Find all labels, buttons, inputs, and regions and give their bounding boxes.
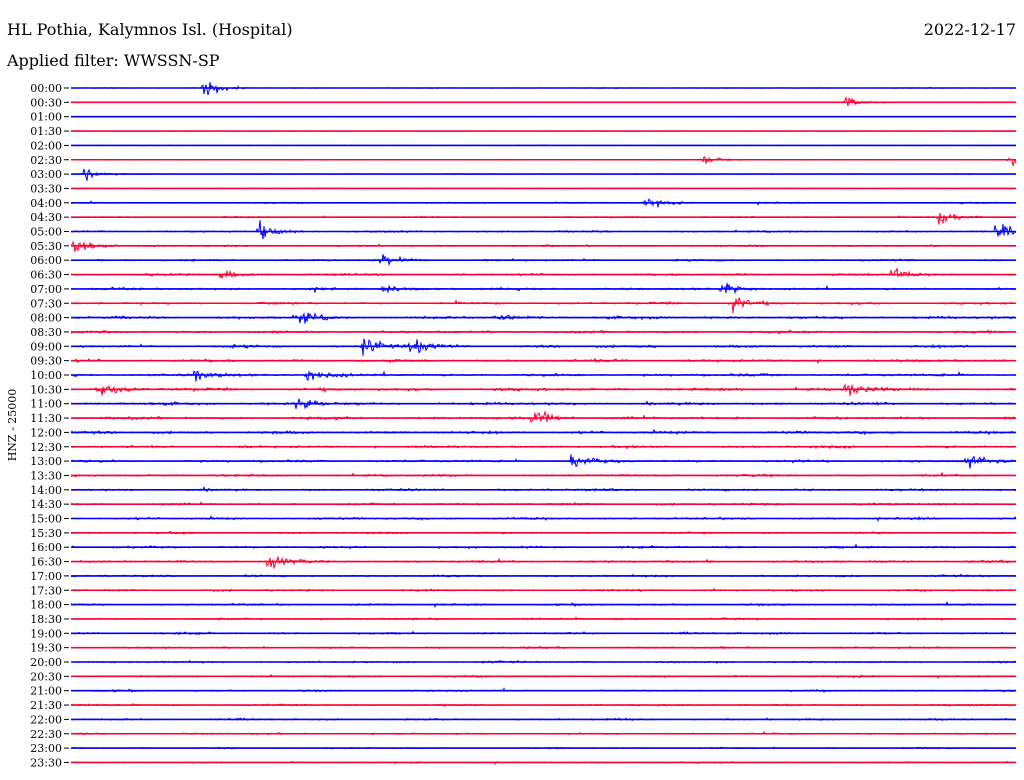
row-time-label: 05:00 bbox=[30, 226, 62, 239]
row-time-label: 12:30 bbox=[30, 441, 62, 454]
row-time-label: 00:30 bbox=[30, 96, 62, 109]
row-time-label: 04:30 bbox=[30, 211, 62, 224]
station-title: HL Pothia, Kalymnos Isl. (Hospital) bbox=[7, 20, 293, 39]
seismogram-trace bbox=[70, 370, 1017, 382]
row-time-label: 20:30 bbox=[30, 670, 62, 683]
row-time-label: 06:30 bbox=[30, 269, 62, 282]
seismogram-trace bbox=[70, 254, 1017, 267]
trace-group bbox=[70, 82, 1017, 766]
row-time-label: 07:00 bbox=[30, 283, 62, 296]
row-time-label: 12:00 bbox=[30, 426, 62, 439]
row-time-label: 07:30 bbox=[30, 297, 62, 310]
row-time-label: 03:30 bbox=[30, 182, 62, 195]
seismogram-trace bbox=[70, 383, 1017, 396]
row-time-label: 19:00 bbox=[30, 627, 62, 640]
row-time-label: 19:30 bbox=[30, 642, 62, 655]
row-time-label: 23:30 bbox=[30, 756, 62, 769]
row-time-label: 18:30 bbox=[30, 613, 62, 626]
row-time-label: 03:00 bbox=[30, 168, 62, 181]
row-time-label: 05:30 bbox=[30, 240, 62, 253]
row-time-label: 21:30 bbox=[30, 699, 62, 712]
row-time-label: 04:00 bbox=[30, 197, 62, 210]
row-time-label: 14:00 bbox=[30, 484, 62, 497]
row-time-label: 11:00 bbox=[30, 398, 62, 411]
row-time-label: 08:30 bbox=[30, 326, 62, 339]
seismogram-trace bbox=[70, 297, 1017, 314]
row-time-label: 02:30 bbox=[30, 154, 62, 167]
row-time-label: 13:30 bbox=[30, 469, 62, 482]
record-date: 2022-12-17 bbox=[923, 20, 1016, 39]
row-time-label: 15:30 bbox=[30, 527, 62, 540]
row-time-label: 14:30 bbox=[30, 498, 62, 511]
applied-filter: Applied filter: WWSSN-SP bbox=[7, 51, 220, 70]
seismogram-trace bbox=[70, 212, 1017, 225]
row-time-label: 16:30 bbox=[30, 556, 62, 569]
seismogram-trace bbox=[70, 282, 1017, 295]
seismogram-trace bbox=[70, 220, 1017, 240]
row-time-label: 09:00 bbox=[30, 340, 62, 353]
row-time-label: 21:00 bbox=[30, 685, 62, 698]
seismogram-trace bbox=[70, 410, 1017, 423]
row-time-label: 20:00 bbox=[30, 656, 62, 669]
row-time-label: 10:00 bbox=[30, 369, 62, 382]
row-time-label: 11:30 bbox=[30, 412, 62, 425]
row-time-label: 08:00 bbox=[30, 312, 62, 325]
row-time-label: 17:30 bbox=[30, 584, 62, 597]
row-time-label: 23:00 bbox=[30, 742, 62, 755]
row-time-label: 06:00 bbox=[30, 254, 62, 267]
row-time-label: 16:00 bbox=[30, 541, 62, 554]
seismogram-trace bbox=[70, 240, 1017, 252]
row-time-label: 09:30 bbox=[30, 355, 62, 368]
seismogram-trace bbox=[70, 338, 1017, 356]
row-time-label: 22:00 bbox=[30, 713, 62, 726]
row-time-label: 00:00 bbox=[30, 82, 62, 95]
row-time-label: 01:00 bbox=[30, 111, 62, 124]
row-time-label: 10:30 bbox=[30, 383, 62, 396]
seismogram-trace bbox=[70, 268, 1017, 279]
row-time-label: 13:00 bbox=[30, 455, 62, 468]
seismogram-trace bbox=[70, 156, 1017, 167]
row-time-label: 17:00 bbox=[30, 570, 62, 583]
row-time-label: 01:30 bbox=[30, 125, 62, 138]
row-time-label: 18:00 bbox=[30, 599, 62, 612]
row-time-label: 02:00 bbox=[30, 139, 62, 152]
row-time-label: 15:00 bbox=[30, 513, 62, 526]
row-time-label: 22:30 bbox=[30, 728, 62, 741]
